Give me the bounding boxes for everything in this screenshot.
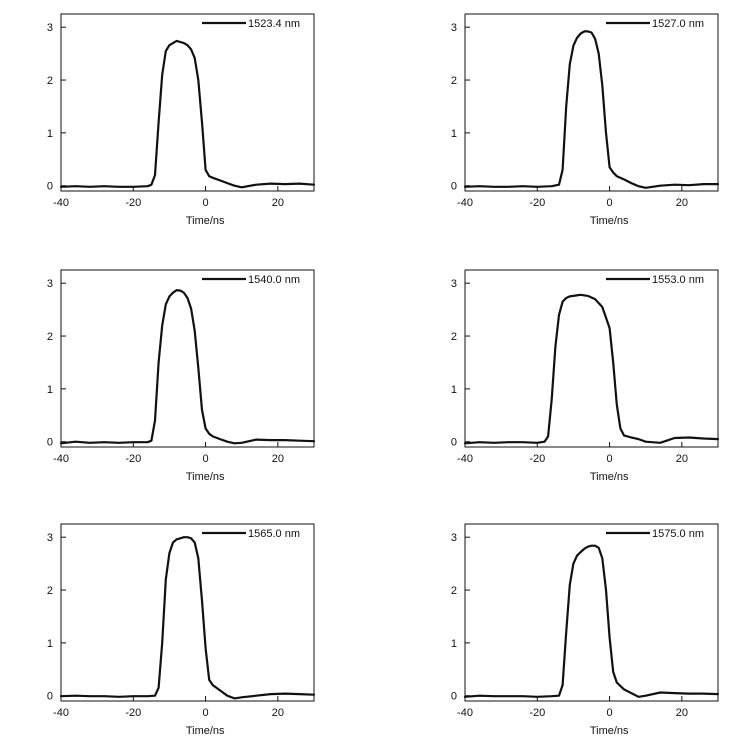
x-tick-label: 0 [607, 197, 613, 209]
y-tick-label: 2 [451, 585, 457, 597]
y-tick-label: 1 [451, 384, 457, 396]
x-tick-label: -20 [125, 707, 141, 719]
x-axis-label: Time/ns [590, 471, 629, 483]
legend-label: 1553.0 nm [652, 274, 704, 286]
y-tick-label: 3 [47, 532, 53, 544]
x-tick-label: 0 [607, 707, 613, 719]
plot-frame [60, 13, 315, 192]
legend-label: 1527.0 nm [652, 18, 704, 30]
plot-frame [60, 523, 315, 702]
x-tick-label: 0 [203, 453, 209, 465]
x-axis-label: Time/ns [186, 471, 225, 483]
x-axis-label: Time/ns [186, 725, 225, 737]
x-tick-label: -40 [53, 197, 69, 209]
series-line [463, 30, 720, 189]
y-tick-label: 0 [451, 181, 457, 193]
x-tick-label: -20 [125, 197, 141, 209]
y-tick-label: 0 [47, 691, 53, 703]
x-tick-label: -20 [529, 453, 545, 465]
x-tick-label: -40 [457, 197, 473, 209]
legend-label: 1565.0 nm [248, 528, 300, 540]
x-tick-label: 20 [272, 707, 284, 719]
y-tick-label: 3 [451, 22, 457, 34]
series-line [59, 536, 316, 700]
plot-frame [464, 269, 719, 448]
y-tick-label: 2 [47, 331, 53, 343]
y-tick-label: 0 [451, 437, 457, 449]
x-tick-label: -40 [53, 707, 69, 719]
legend-label: 1523.4 nm [248, 18, 300, 30]
x-tick-label: 20 [272, 453, 284, 465]
x-axis-label: Time/ns [590, 215, 629, 227]
chart-panel-5: -40 -20 0 20 0 1 2 3 Time/ns 1565.0 nm [47, 523, 316, 737]
x-tick-label: -40 [457, 707, 473, 719]
x-tick-label: -20 [125, 453, 141, 465]
legend-label: 1575.0 nm [652, 528, 704, 540]
x-tick-label: 0 [203, 707, 209, 719]
series-line [59, 39, 316, 189]
y-tick-label: 1 [47, 638, 53, 650]
x-tick-label: 0 [203, 197, 209, 209]
y-tick-label: 3 [451, 532, 457, 544]
chart-panel-4: -40 -20 0 20 0 1 2 3 Time/ns 1553.0 nm [451, 269, 720, 483]
y-tick-label: 2 [451, 331, 457, 343]
series-line [463, 293, 720, 445]
y-tick-label: 1 [451, 128, 457, 140]
x-tick-label: 20 [676, 197, 688, 209]
x-tick-label: -40 [457, 453, 473, 465]
y-tick-label: 1 [451, 638, 457, 650]
series-line [59, 289, 316, 445]
chart-panel-6: -40 -20 0 20 0 1 2 3 Time/ns 1575.0 nm [451, 523, 720, 737]
chart-panel-2: -40 -20 0 20 0 1 2 3 Time/ns 1527.0 nm [451, 13, 720, 227]
y-tick-label: 0 [451, 691, 457, 703]
chart-panel-3: -40 -20 0 20 0 1 2 3 Time/ns 1540.0 nm [47, 269, 316, 483]
plot-frame [464, 13, 719, 192]
y-tick-label: 1 [47, 128, 53, 140]
x-tick-label: -40 [53, 453, 69, 465]
series-line [463, 544, 720, 698]
x-tick-label: -20 [529, 197, 545, 209]
legend-label: 1540.0 nm [248, 274, 300, 286]
x-axis-label: Time/ns [590, 725, 629, 737]
y-tick-label: 1 [47, 384, 53, 396]
y-tick-label: 0 [47, 437, 53, 449]
y-tick-label: 2 [47, 585, 53, 597]
plot-frame [60, 269, 315, 448]
x-tick-label: 20 [676, 707, 688, 719]
plot-frame [464, 523, 719, 702]
y-tick-label: 3 [47, 278, 53, 290]
x-tick-label: 20 [272, 197, 284, 209]
y-tick-label: 0 [47, 181, 53, 193]
chart-panel-1: -40 -20 0 20 0 1 2 3 Time/ns 1523.4 nm [47, 13, 316, 227]
x-axis-label: Time/ns [186, 215, 225, 227]
x-tick-label: -20 [529, 707, 545, 719]
y-tick-label: 2 [47, 75, 53, 87]
x-tick-label: 20 [676, 453, 688, 465]
y-tick-label: 2 [451, 75, 457, 87]
y-tick-label: 3 [47, 22, 53, 34]
x-tick-label: 0 [607, 453, 613, 465]
y-tick-label: 3 [451, 278, 457, 290]
